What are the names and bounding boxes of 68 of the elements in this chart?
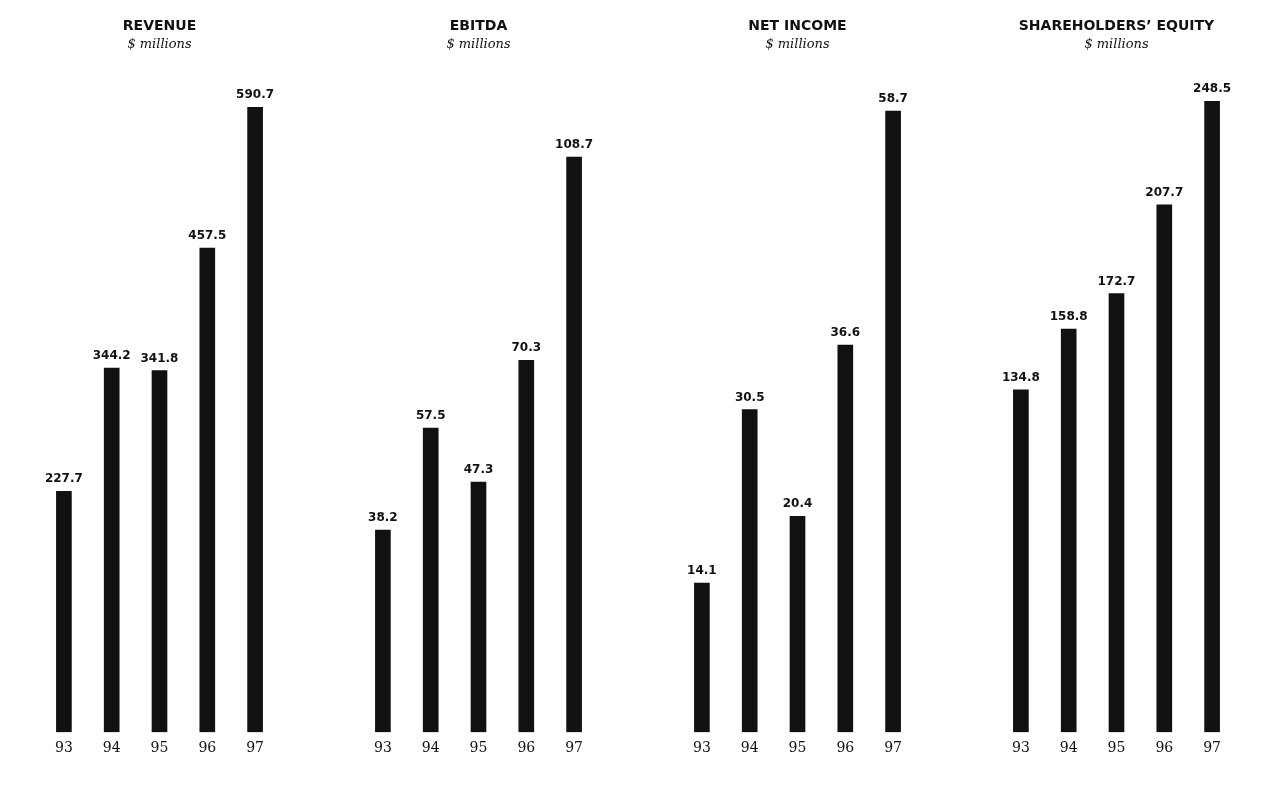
data-label: 38.2 [368,510,398,525]
x-tick-label: 97 [1203,739,1222,756]
chart-subtitle: $ millions [127,35,192,51]
bar [837,344,854,733]
chart-subtitle: $ millions [446,35,511,51]
bar [566,156,582,733]
bar [518,359,535,733]
bar [199,247,216,733]
x-tick-label: 93 [1011,739,1030,756]
data-label: 47.3 [463,462,494,477]
x-tick-label: 95 [150,739,169,756]
bar [470,481,487,733]
data-label: 590.7 [236,87,275,102]
x-tick-label: 96 [836,739,855,756]
chart-subtitle: $ millions [765,35,830,51]
x-tick-label: 97 [565,739,584,756]
data-label: 457.5 [188,228,227,243]
x-tick-label: 94 [1059,739,1078,756]
data-label: 58.7 [878,91,908,106]
data-label: 30.5 [734,389,765,404]
bar [1156,204,1173,733]
bar [56,490,72,733]
chart-title: EBITDA [449,17,508,34]
data-label: 172.7 [1097,273,1136,288]
data-label: 341.8 [140,350,179,365]
x-tick-label: 95 [1107,739,1126,756]
chart-title: NET INCOME [748,17,847,34]
bar [741,409,758,733]
data-label: 14.1 [687,563,717,578]
x-tick-label: 96 [1155,739,1174,756]
chart-subtitle: $ millions [1084,35,1149,51]
data-label: 20.4 [782,496,813,511]
data-label: 134.8 [1001,370,1040,385]
data-label: 158.8 [1049,309,1088,324]
bar [1204,100,1220,733]
bar [789,516,806,733]
chart-title: SHAREHOLDERS’ EQUITY [1018,17,1216,34]
x-tick-label: 95 [469,739,488,756]
bar [1060,328,1077,733]
x-tick-label: 94 [102,739,121,756]
x-tick-label: 97 [246,739,265,756]
data-label: 108.7 [555,137,594,152]
x-tick-label: 96 [198,739,217,756]
x-tick-label: 93 [54,739,73,756]
chart-title: REVENUE [122,17,197,34]
bar [151,370,168,733]
bar [247,106,263,733]
bar [375,529,391,733]
data-label: 207.7 [1145,184,1184,199]
bar [1108,293,1125,733]
bar [422,427,439,733]
bar [103,367,120,733]
x-tick-label: 93 [373,739,392,756]
x-tick-label: 94 [740,739,759,756]
bar [694,582,710,733]
x-tick-label: 95 [788,739,807,756]
bar [1013,389,1029,733]
data-label: 57.5 [415,408,446,423]
data-label: 248.5 [1193,81,1232,96]
data-label: 227.7 [44,471,83,486]
data-label: 70.3 [511,340,542,355]
x-tick-label: 97 [884,739,903,756]
x-tick-label: 93 [692,739,711,756]
bar [885,110,901,733]
x-tick-label: 96 [517,739,536,756]
x-tick-label: 94 [421,739,440,756]
data-label: 36.6 [830,325,861,340]
data-label: 344.2 [92,348,131,363]
